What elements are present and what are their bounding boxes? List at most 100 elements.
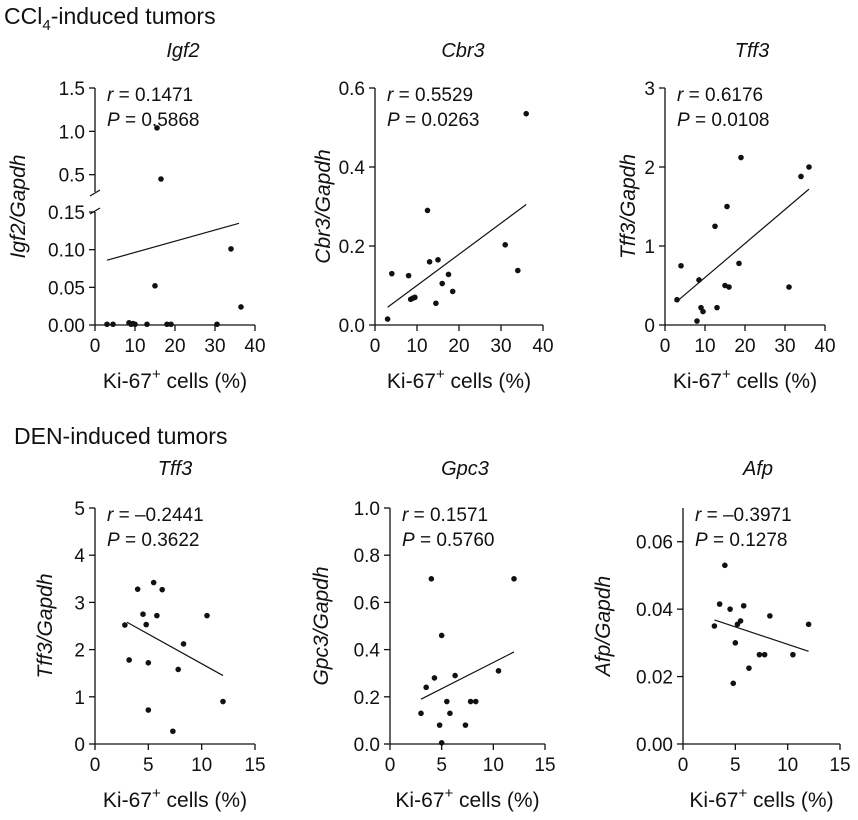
y-tick-label: 3	[74, 593, 85, 614]
y-tick-label: 1	[644, 237, 655, 258]
stat-r-symbol: r	[387, 85, 394, 106]
stat-p-symbol: P	[107, 110, 120, 131]
data-point	[110, 321, 116, 328]
data-point	[732, 640, 739, 646]
data-point	[712, 223, 718, 230]
data-point	[737, 618, 744, 624]
x-axis-label-main: Ki-67	[103, 370, 152, 393]
x-tick-label: 15	[534, 755, 555, 776]
data-point	[678, 262, 684, 269]
data-point	[384, 316, 391, 322]
scatter-panel-5: Gpc3 0 5 10 15 0.0 0.2 0.4 0.6 0.8 1.0 Ki-67+ cells…	[310, 458, 556, 812]
data-point	[467, 698, 474, 705]
stat-r-symbol: r	[677, 85, 684, 106]
stat-r-value: 0.1571	[430, 505, 488, 526]
x-axis-label-rest: cells (%)	[747, 789, 833, 812]
data-point	[727, 606, 733, 612]
y-tick-label: 0.04	[636, 600, 673, 621]
data-point	[724, 203, 730, 210]
data-point	[798, 173, 804, 180]
x-axis-label: Ki-67+ cells (%)	[673, 366, 817, 393]
data-point	[423, 684, 429, 691]
stat-r-annotation: r = –0.3971	[695, 505, 792, 526]
scatter-panel-2: Cbr3 0 10 20 30 40 0.0 0.2 0.4 0.6 Ki-67+ cells (%…	[312, 40, 554, 393]
stat-p-annotation: P = 0.5868	[107, 110, 199, 131]
data-point	[674, 296, 680, 303]
stat-equals: =	[113, 505, 135, 526]
data-point	[714, 304, 720, 311]
x-axis-label-main: Ki-67	[395, 789, 444, 812]
y-tick-label: 0	[644, 316, 655, 337]
stat-p-symbol: P	[402, 530, 415, 551]
data-point	[126, 657, 132, 663]
x-axis-label-sup: +	[152, 785, 161, 802]
x-axis-label-rest: cells (%)	[731, 370, 817, 393]
stat-r-annotation: r = 0.5529	[387, 85, 473, 106]
data-point	[214, 321, 220, 328]
stat-r-value: 0.5529	[415, 85, 473, 106]
data-point	[761, 651, 768, 658]
y-tick-label: 1.0	[354, 499, 380, 520]
data-point	[452, 672, 458, 679]
x-tick-label: 30	[490, 336, 511, 357]
axis-break-mark	[89, 207, 101, 215]
regression-line	[106, 222, 240, 261]
x-axis-label-rest: cells (%)	[161, 789, 247, 812]
data-point	[152, 283, 158, 289]
x-tick-label: 5	[143, 755, 154, 776]
stat-p-annotation: P = 0.1278	[695, 530, 787, 551]
data-point	[122, 622, 128, 628]
data-point	[170, 728, 176, 735]
x-axis-label-rest: cells (%)	[453, 789, 539, 812]
x-tick-label: 5	[436, 755, 447, 776]
data-point	[696, 277, 702, 283]
stat-r-symbol: r	[107, 505, 114, 526]
y-tick-label: 0.6	[354, 593, 380, 614]
y-tick-label: 0.00	[48, 316, 85, 337]
stat-r-annotation: r = 0.1571	[402, 505, 488, 526]
data-point	[180, 641, 187, 647]
stat-equals: =	[393, 85, 415, 106]
data-point	[740, 602, 747, 609]
x-axis-label: Ki-67+ cells (%)	[103, 366, 247, 393]
stat-p-value: 0.0108	[711, 110, 769, 131]
data-point	[436, 722, 443, 728]
x-tick-label: 0	[678, 755, 689, 776]
data-point	[412, 294, 418, 301]
data-point	[426, 259, 433, 265]
scatter-panel-1: Igf2 0 10 20 30 40 0.00 0.05 0.10 0.15 0.5 1.0 1.5 Ki…	[7, 40, 266, 393]
regression-line	[387, 204, 527, 308]
x-tick-label: 0	[370, 336, 381, 357]
y-tick-label: 2	[644, 158, 655, 179]
scatter-panel-6: Afp 0 5 10 15 0.00 0.02 0.04 0.06 Ki-67+ cells (%…	[592, 458, 851, 812]
x-tick-label: 10	[483, 755, 504, 776]
panel-title: Tff3	[735, 40, 769, 62]
data-point	[523, 110, 529, 117]
data-point	[154, 612, 160, 619]
stat-equals: =	[415, 530, 437, 551]
section-heading-den: DEN-induced tumors	[14, 423, 227, 449]
data-point	[158, 176, 164, 182]
data-point	[700, 308, 706, 315]
stat-r-value: –0.2441	[135, 505, 204, 526]
y-axis-label: Tff3/Gapdh	[34, 573, 57, 678]
y-tick-label: 2	[74, 641, 85, 662]
data-point	[132, 321, 138, 328]
regression-line	[126, 621, 224, 677]
stat-equals: =	[120, 110, 142, 131]
data-point	[175, 666, 181, 673]
y-tick-label: 0.05	[48, 278, 85, 299]
axis-break-mark	[89, 189, 101, 197]
data-point	[805, 621, 812, 628]
data-point	[767, 613, 773, 619]
x-tick-label: 20	[734, 336, 755, 357]
regression-line	[420, 651, 515, 700]
y-axis-label: Igf2/Gapdh	[7, 155, 30, 259]
data-point	[159, 586, 165, 593]
x-axis-label-rest: cells (%)	[445, 370, 531, 393]
x-axis-label-sup: +	[738, 785, 747, 802]
data-point	[445, 271, 452, 278]
data-point	[790, 651, 796, 658]
x-axis-label-main: Ki-67	[103, 789, 152, 812]
x-axis-label-sup: +	[152, 366, 161, 383]
